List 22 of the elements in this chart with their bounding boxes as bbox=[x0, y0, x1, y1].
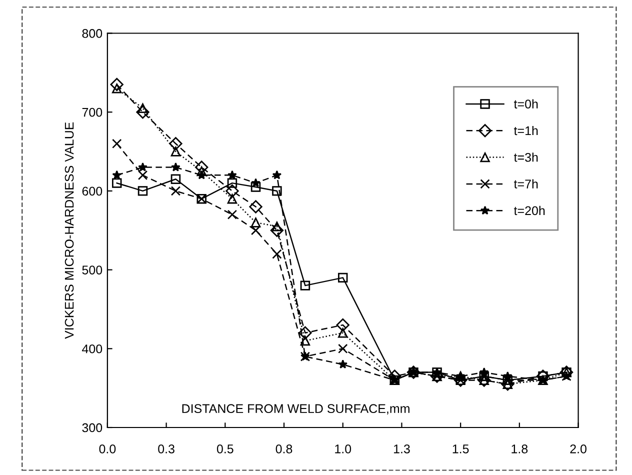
y-tick-label: 700 bbox=[82, 108, 102, 117]
legend-label: t=0h bbox=[514, 99, 538, 108]
x-tick-label: 0.3 bbox=[158, 444, 174, 454]
x-tick-label: 1.0 bbox=[335, 444, 352, 454]
legend-label: t=1h bbox=[514, 126, 538, 136]
x-tick-label: 1.5 bbox=[452, 444, 469, 454]
x-tick-label: 0.0 bbox=[99, 444, 116, 454]
x-tick-label: 2.0 bbox=[570, 444, 586, 454]
x-tick-label: 0.5 bbox=[216, 444, 234, 454]
x-tick-label: 0.8 bbox=[276, 444, 292, 454]
x-tick-label: 1.3 bbox=[394, 444, 410, 454]
y-tick-label: 600 bbox=[82, 186, 102, 196]
y-tick-label: 800 bbox=[82, 29, 102, 38]
y-axis-title: VICKERS MICRO-HARDNESS VALUE bbox=[64, 122, 74, 339]
x-tick-label: 1.8 bbox=[512, 444, 528, 454]
legend-label: t=20h bbox=[514, 206, 545, 216]
legend-label: t=7h bbox=[514, 179, 538, 188]
y-tick-label: 300 bbox=[82, 423, 102, 432]
y-tick-label: 400 bbox=[82, 344, 102, 354]
y-tick-label: 500 bbox=[82, 266, 102, 274]
x-axis-title: DISTANCE FROM WELD SURFACE,mm bbox=[182, 404, 410, 415]
legend-label: t=3h bbox=[514, 152, 538, 162]
